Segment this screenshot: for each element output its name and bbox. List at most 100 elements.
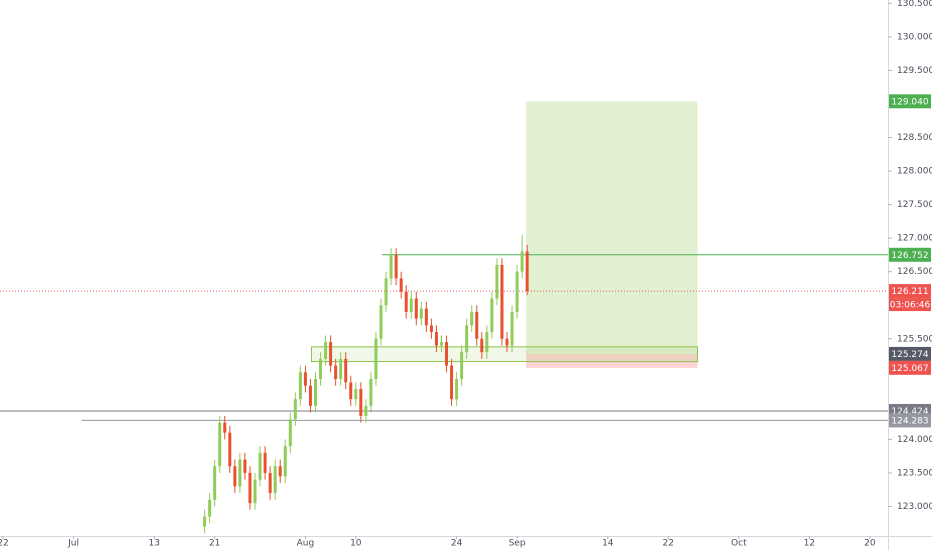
- price-badge: [889, 247, 931, 262]
- candle-body: [475, 311, 479, 339]
- x-tick-label: 10: [350, 539, 362, 549]
- candle-body: [354, 389, 358, 400]
- candle-body: [228, 432, 232, 467]
- stop-zone: [526, 353, 698, 368]
- candle-body: [429, 325, 433, 333]
- profit-zone: [526, 101, 698, 354]
- x-tick-label: Jul: [67, 539, 79, 549]
- y-tick-label: 130.500: [897, 0, 932, 9]
- candle-body: [445, 342, 449, 366]
- price-badge-label: 126.752: [891, 251, 928, 261]
- candle-body: [404, 291, 408, 312]
- price-badge-label: 124.283: [891, 416, 928, 426]
- price-badge: [889, 346, 931, 361]
- y-tick-label: 130.000: [897, 32, 932, 42]
- candle-body: [334, 365, 338, 380]
- candle-body: [485, 332, 489, 353]
- y-tick-label: 127.500: [897, 200, 932, 210]
- candle-body: [424, 308, 428, 326]
- price-badge-label: 124.424: [891, 407, 928, 417]
- candle-body: [450, 365, 454, 400]
- countdown-badge: [889, 298, 931, 312]
- candle-body: [460, 352, 464, 380]
- candle-body: [455, 379, 459, 400]
- candle-body: [525, 251, 529, 292]
- y-tick-label: 124.000: [897, 435, 932, 445]
- candle-body: [223, 422, 227, 433]
- candle-body: [364, 405, 368, 416]
- candle-body: [268, 472, 272, 494]
- x-tick-label: 14: [602, 539, 614, 549]
- candle-body: [248, 472, 252, 504]
- y-tick-label: 129.500: [897, 66, 932, 76]
- candle-body: [414, 298, 418, 319]
- y-tick-label: 125.500: [897, 334, 932, 344]
- candle-body: [490, 298, 494, 333]
- candle-body: [470, 311, 474, 326]
- candle-body: [500, 264, 504, 339]
- x-tick-label: 22: [663, 539, 674, 549]
- candle-body: [329, 342, 333, 366]
- y-tick-label: 128.500: [897, 133, 932, 143]
- candle-body: [434, 332, 438, 346]
- candle-body: [439, 342, 443, 346]
- y-tick-label: 123.500: [897, 468, 932, 478]
- candle-body: [258, 452, 262, 480]
- candle-body: [233, 466, 237, 487]
- candle-body: [253, 479, 257, 504]
- y-tick-label: 126.500: [897, 267, 932, 277]
- candle-body: [359, 389, 363, 416]
- candle-body: [419, 308, 423, 319]
- candle-body: [349, 382, 353, 400]
- price-badge-label: 126.211: [891, 287, 928, 297]
- x-tick-label: 13: [148, 539, 159, 549]
- candle-body: [384, 278, 388, 306]
- candle-body: [515, 271, 519, 312]
- candle-body: [308, 385, 312, 406]
- candle-body: [399, 278, 403, 292]
- candle-body: [273, 466, 277, 494]
- countdown-label: 03:06:46: [890, 301, 931, 311]
- candle-body: [505, 338, 509, 346]
- candle-body: [495, 264, 499, 299]
- candle-body: [313, 379, 317, 406]
- y-tick-label: 123.000: [897, 502, 932, 512]
- candle-body: [379, 305, 383, 339]
- candle-body: [394, 254, 398, 279]
- price-badge-label: 125.067: [891, 364, 928, 374]
- candle-body: [288, 419, 292, 447]
- x-tick-label: Sep: [509, 539, 526, 549]
- candle-body: [283, 446, 287, 477]
- candle-body: [324, 342, 328, 359]
- price-badge-label: 129.040: [891, 97, 928, 107]
- candle-body: [319, 358, 323, 380]
- candle-body: [218, 422, 222, 467]
- candle-body: [298, 372, 302, 400]
- candle-body: [208, 499, 212, 517]
- candle-body: [203, 516, 207, 527]
- x-tick-label: Oct: [731, 539, 747, 549]
- price-badge: [889, 413, 931, 428]
- price-badge: [889, 94, 931, 109]
- price-badge: [889, 284, 931, 299]
- candle-body: [344, 358, 348, 383]
- candle-body: [465, 325, 469, 353]
- y-tick-label: 127.000: [897, 234, 932, 244]
- candle-body: [263, 452, 267, 473]
- x-tick-label: 21: [209, 539, 220, 549]
- candle-body: [389, 254, 393, 279]
- candle-body: [238, 459, 242, 487]
- candle-body: [213, 466, 217, 500]
- candle-body: [369, 379, 373, 406]
- price-badge-label: 125.274: [891, 350, 928, 360]
- x-tick-label: Aug: [297, 539, 315, 549]
- candle-body: [303, 372, 307, 386]
- zone-box: [310, 346, 698, 363]
- candle-body: [510, 311, 514, 346]
- candle-body: [278, 466, 282, 477]
- x-tick-label: 22: [0, 539, 9, 549]
- candle-body: [243, 459, 247, 473]
- x-tick-label: 24: [451, 539, 463, 549]
